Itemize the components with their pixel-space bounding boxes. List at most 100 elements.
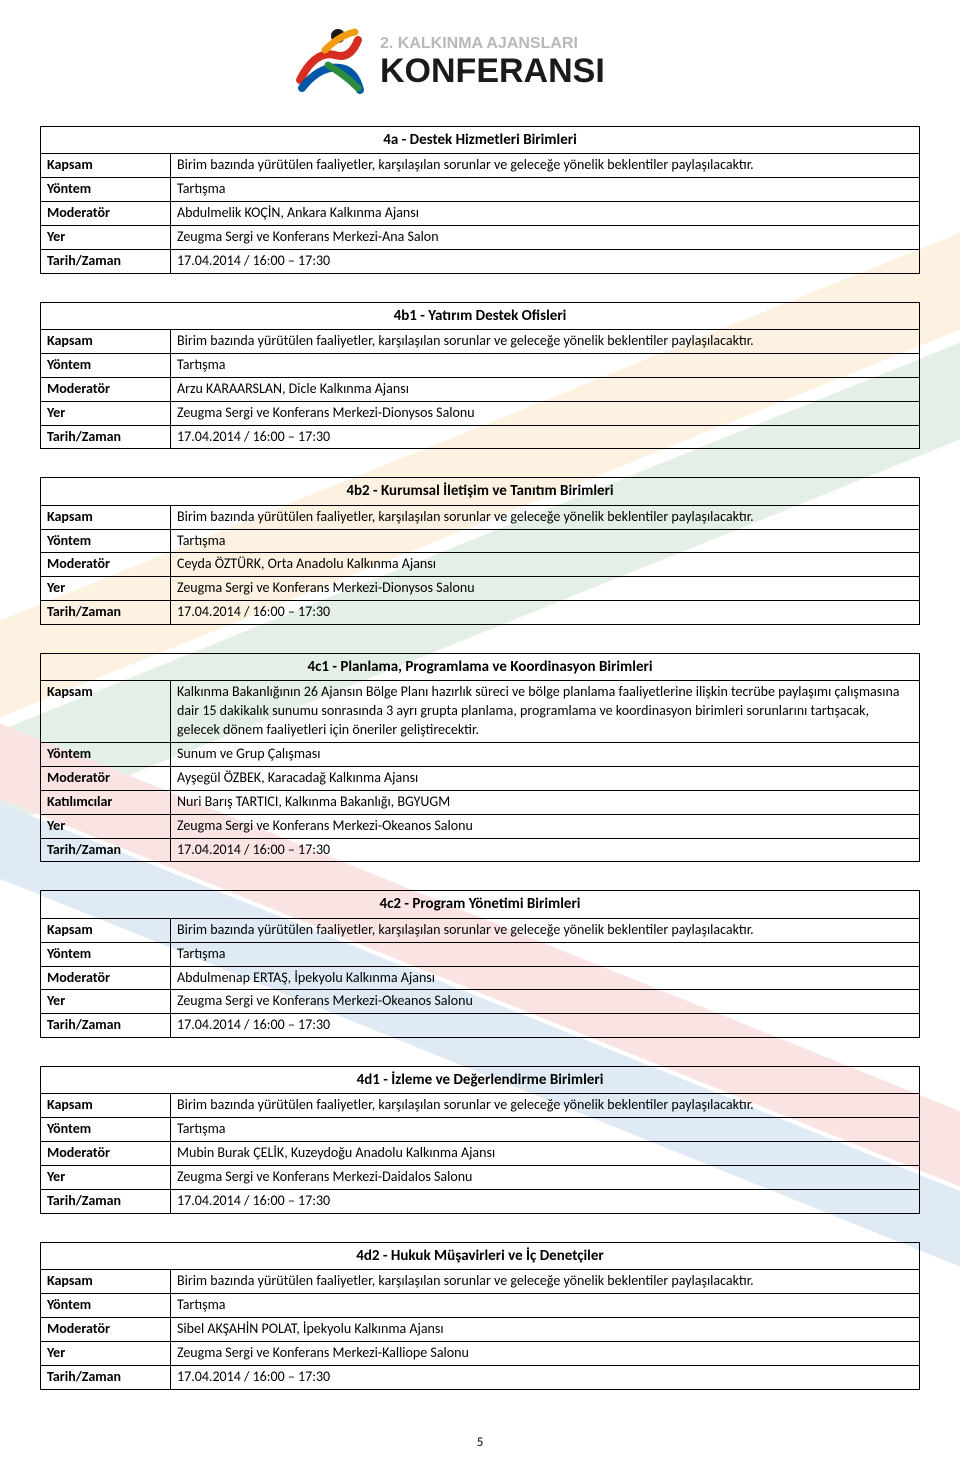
row-label-yontem: Yöntem <box>41 353 171 377</box>
table-row: YerZeugma Sergi ve Konferans Merkezi-Dai… <box>41 1166 920 1190</box>
row-label-moderator: Moderatör <box>41 766 171 790</box>
row-value: Tartışma <box>171 353 920 377</box>
session-table: 4d2 - Hukuk Müşavirleri ve İç Denetçiler… <box>40 1242 920 1390</box>
table-row: YerZeugma Sergi ve Konferans Merkezi-Dio… <box>41 401 920 425</box>
session-table: 4c1 - Planlama, Programlama ve Koordinas… <box>40 653 920 862</box>
row-value: Birim bazında yürütülen faaliyetler, kar… <box>171 154 920 178</box>
table-row: KapsamBirim bazında yürütülen faaliyetle… <box>41 1094 920 1118</box>
table-row: ModeratörSibel AKŞAHİN POLAT, İpekyolu K… <box>41 1317 920 1341</box>
row-value: Birim bazında yürütülen faaliyetler, kar… <box>171 505 920 529</box>
session-title: 4d2 - Hukuk Müşavirleri ve İç Denetçiler <box>41 1242 920 1269</box>
table-row: KapsamKalkınma Bakanlığının 26 Ajansın B… <box>41 681 920 743</box>
table-row: KapsamBirim bazında yürütülen faaliyetle… <box>41 154 920 178</box>
row-value: Zeugma Sergi ve Konferans Merkezi-Daidal… <box>171 1166 920 1190</box>
row-label-tarih: Tarih/Zaman <box>41 425 171 449</box>
table-row: Tarih/Zaman17.04.2014 / 16:00 – 17:30 <box>41 1365 920 1389</box>
header-line1: 2. KALKINMA AJANSLARI <box>380 35 578 52</box>
session-title: 4b1 - Yatırım Destek Ofisleri <box>41 302 920 329</box>
row-value: Ayşegül ÖZBEK, Karacadağ Kalkınma Ajansı <box>171 766 920 790</box>
row-label-moderator: Moderatör <box>41 202 171 226</box>
table-row: YerZeugma Sergi ve Konferans Merkezi-Oke… <box>41 990 920 1014</box>
row-label-moderator: Moderatör <box>41 1142 171 1166</box>
session-table: 4b2 - Kurumsal İletişim ve Tanıtım Birim… <box>40 477 920 625</box>
row-label-katilimcilar: Katılımcılar <box>41 790 171 814</box>
table-row: YöntemTartışma <box>41 1294 920 1318</box>
session-title: 4a - Destek Hizmetleri Birimleri <box>41 127 920 154</box>
table-row: YöntemTartışma <box>41 353 920 377</box>
row-label-yontem: Yöntem <box>41 1118 171 1142</box>
konferansi-logo-icon: 2. KALKINMA AJANSLARI KONFERANSI <box>290 20 670 100</box>
row-value: 17.04.2014 / 16:00 – 17:30 <box>171 249 920 273</box>
table-row: Tarih/Zaman17.04.2014 / 16:00 – 17:30 <box>41 249 920 273</box>
row-value: Kalkınma Bakanlığının 26 Ajansın Bölge P… <box>171 681 920 743</box>
row-label-moderator: Moderatör <box>41 966 171 990</box>
row-value: 17.04.2014 / 16:00 – 17:30 <box>171 1190 920 1214</box>
row-label-moderator: Moderatör <box>41 553 171 577</box>
row-value: Tartışma <box>171 529 920 553</box>
row-label-yer: Yer <box>41 990 171 1014</box>
session-table: 4b1 - Yatırım Destek OfisleriKapsamBirim… <box>40 302 920 450</box>
row-value: Sunum ve Grup Çalışması <box>171 743 920 767</box>
session-title: 4d1 - İzleme ve Değerlendirme Birimleri <box>41 1067 920 1094</box>
row-label-yontem: Yöntem <box>41 743 171 767</box>
row-value: Tartışma <box>171 178 920 202</box>
table-row: YöntemSunum ve Grup Çalışması <box>41 743 920 767</box>
table-row: KapsamBirim bazında yürütülen faaliyetle… <box>41 918 920 942</box>
row-value: Zeugma Sergi ve Konferans Merkezi-Dionys… <box>171 401 920 425</box>
row-label-kapsam: Kapsam <box>41 681 171 743</box>
table-row: Tarih/Zaman17.04.2014 / 16:00 – 17:30 <box>41 838 920 862</box>
table-row: ModeratörMubin Burak ÇELİK, Kuzeydoğu An… <box>41 1142 920 1166</box>
table-row: ModeratörCeyda ÖZTÜRK, Orta Anadolu Kalk… <box>41 553 920 577</box>
row-label-kapsam: Kapsam <box>41 1270 171 1294</box>
row-label-tarih: Tarih/Zaman <box>41 838 171 862</box>
row-value: 17.04.2014 / 16:00 – 17:30 <box>171 425 920 449</box>
session-title: 4b2 - Kurumsal İletişim ve Tanıtım Birim… <box>41 478 920 505</box>
row-value: Nuri Barış TARTICI, Kalkınma Bakanlığı, … <box>171 790 920 814</box>
row-label-kapsam: Kapsam <box>41 329 171 353</box>
table-row: ModeratörAbdulmenap ERTAŞ, İpekyolu Kalk… <box>41 966 920 990</box>
row-label-yer: Yer <box>41 1166 171 1190</box>
row-value: 17.04.2014 / 16:00 – 17:30 <box>171 838 920 862</box>
row-value: 17.04.2014 / 16:00 – 17:30 <box>171 601 920 625</box>
table-row: KapsamBirim bazında yürütülen faaliyetle… <box>41 1270 920 1294</box>
table-row: YöntemTartışma <box>41 529 920 553</box>
row-label-moderator: Moderatör <box>41 377 171 401</box>
row-label-yontem: Yöntem <box>41 529 171 553</box>
page-number: 5 <box>0 1435 960 1450</box>
row-label-tarih: Tarih/Zaman <box>41 1014 171 1038</box>
row-value: Zeugma Sergi ve Konferans Merkezi-Okeano… <box>171 990 920 1014</box>
session-table: 4a - Destek Hizmetleri BirimleriKapsamBi… <box>40 126 920 274</box>
row-label-kapsam: Kapsam <box>41 918 171 942</box>
row-value: Zeugma Sergi ve Konferans Merkezi-Kallio… <box>171 1341 920 1365</box>
header-logo: 2. KALKINMA AJANSLARI KONFERANSI <box>40 20 920 104</box>
table-row: YöntemTartışma <box>41 942 920 966</box>
row-label-kapsam: Kapsam <box>41 154 171 178</box>
table-row: ModeratörAbdulmelik KOÇİN, Ankara Kalkın… <box>41 202 920 226</box>
row-label-tarih: Tarih/Zaman <box>41 601 171 625</box>
row-label-tarih: Tarih/Zaman <box>41 1365 171 1389</box>
row-value: Tartışma <box>171 942 920 966</box>
table-row: KapsamBirim bazında yürütülen faaliyetle… <box>41 505 920 529</box>
row-value: Birim bazında yürütülen faaliyetler, kar… <box>171 329 920 353</box>
session-title: 4c2 - Program Yönetimi Birimleri <box>41 891 920 918</box>
row-label-kapsam: Kapsam <box>41 1094 171 1118</box>
row-label-yontem: Yöntem <box>41 178 171 202</box>
table-row: YöntemTartışma <box>41 178 920 202</box>
row-value: 17.04.2014 / 16:00 – 17:30 <box>171 1365 920 1389</box>
row-value: Mubin Burak ÇELİK, Kuzeydoğu Anadolu Kal… <box>171 1142 920 1166</box>
row-value: Birim bazında yürütülen faaliyetler, kar… <box>171 1270 920 1294</box>
row-value: Abdulmelik KOÇİN, Ankara Kalkınma Ajansı <box>171 202 920 226</box>
table-row: KatılımcılarNuri Barış TARTICI, Kalkınma… <box>41 790 920 814</box>
row-label-tarih: Tarih/Zaman <box>41 249 171 273</box>
row-value: Ceyda ÖZTÜRK, Orta Anadolu Kalkınma Ajan… <box>171 553 920 577</box>
table-row: Tarih/Zaman17.04.2014 / 16:00 – 17:30 <box>41 601 920 625</box>
table-row: YerZeugma Sergi ve Konferans Merkezi-Kal… <box>41 1341 920 1365</box>
table-row: YerZeugma Sergi ve Konferans Merkezi-Oke… <box>41 814 920 838</box>
table-row: YöntemTartışma <box>41 1118 920 1142</box>
row-value: Sibel AKŞAHİN POLAT, İpekyolu Kalkınma A… <box>171 1317 920 1341</box>
row-label-yer: Yer <box>41 225 171 249</box>
row-label-yer: Yer <box>41 814 171 838</box>
table-row: Tarih/Zaman17.04.2014 / 16:00 – 17:30 <box>41 425 920 449</box>
table-row: KapsamBirim bazında yürütülen faaliyetle… <box>41 329 920 353</box>
session-table: 4d1 - İzleme ve Değerlendirme BirimleriK… <box>40 1066 920 1214</box>
